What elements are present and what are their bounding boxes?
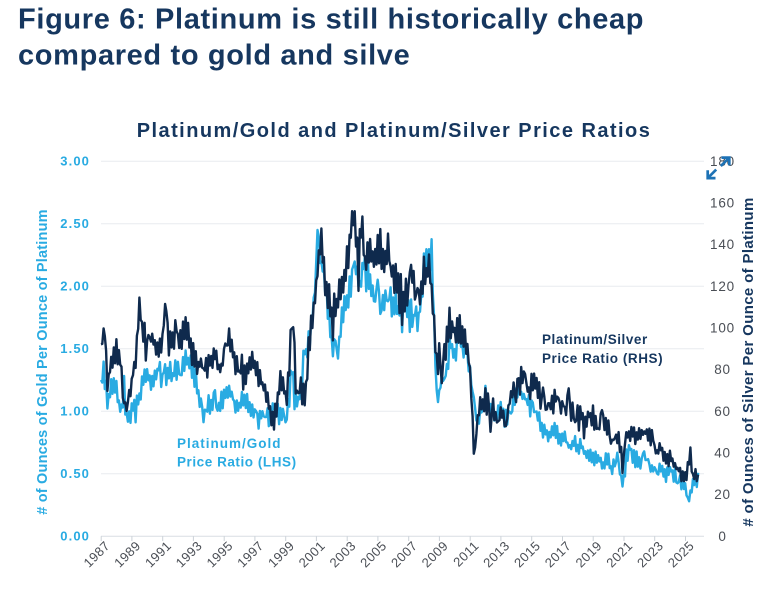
svg-text:160: 160: [710, 196, 735, 211]
svg-text:100: 100: [710, 321, 735, 336]
svg-text:60: 60: [714, 404, 731, 419]
svg-text:compared to gold and silve: compared to gold and silve: [18, 40, 410, 72]
svg-text:2.50: 2.50: [60, 216, 90, 231]
svg-text:Price Ratio (LHS): Price Ratio (LHS): [177, 455, 297, 470]
svg-text:3.00: 3.00: [60, 154, 90, 169]
svg-text:0.00: 0.00: [60, 529, 90, 544]
svg-text:120: 120: [710, 279, 735, 294]
svg-text:Figure 6: Platinum is still hi: Figure 6: Platinum is still historically…: [18, 4, 644, 36]
svg-text:Platinum/Gold: Platinum/Gold: [177, 436, 282, 451]
svg-text:# of Ounces of Gold Per Ounce: # of Ounces of Gold Per Ounce of Platinu…: [35, 209, 51, 515]
svg-text:0.50: 0.50: [60, 466, 90, 481]
svg-text:Price Ratio (RHS): Price Ratio (RHS): [542, 351, 663, 366]
svg-text:Platinum/Gold and Platinum/Sil: Platinum/Gold and Platinum/Silver Price …: [137, 120, 652, 142]
svg-text:140: 140: [710, 237, 735, 252]
svg-text:0: 0: [718, 529, 726, 544]
svg-text:# of Ounces of Silver Per Ounc: # of Ounces of Silver Per Ounce of Plati…: [740, 197, 757, 526]
svg-text:80: 80: [714, 362, 731, 377]
svg-text:180: 180: [710, 154, 735, 169]
svg-text:40: 40: [714, 446, 731, 461]
svg-text:20: 20: [714, 487, 731, 502]
svg-text:Platinum/Silver: Platinum/Silver: [542, 332, 648, 347]
svg-text:1.50: 1.50: [60, 341, 90, 356]
svg-text:2.00: 2.00: [60, 279, 90, 294]
svg-text:1.00: 1.00: [60, 404, 90, 419]
